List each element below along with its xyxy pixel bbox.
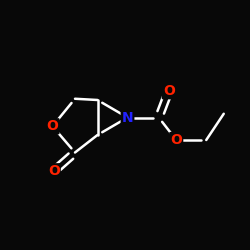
Text: O: O xyxy=(163,84,175,98)
Text: O: O xyxy=(48,164,60,178)
Text: O: O xyxy=(170,133,182,147)
Text: O: O xyxy=(46,119,58,133)
Text: N: N xyxy=(122,110,133,124)
